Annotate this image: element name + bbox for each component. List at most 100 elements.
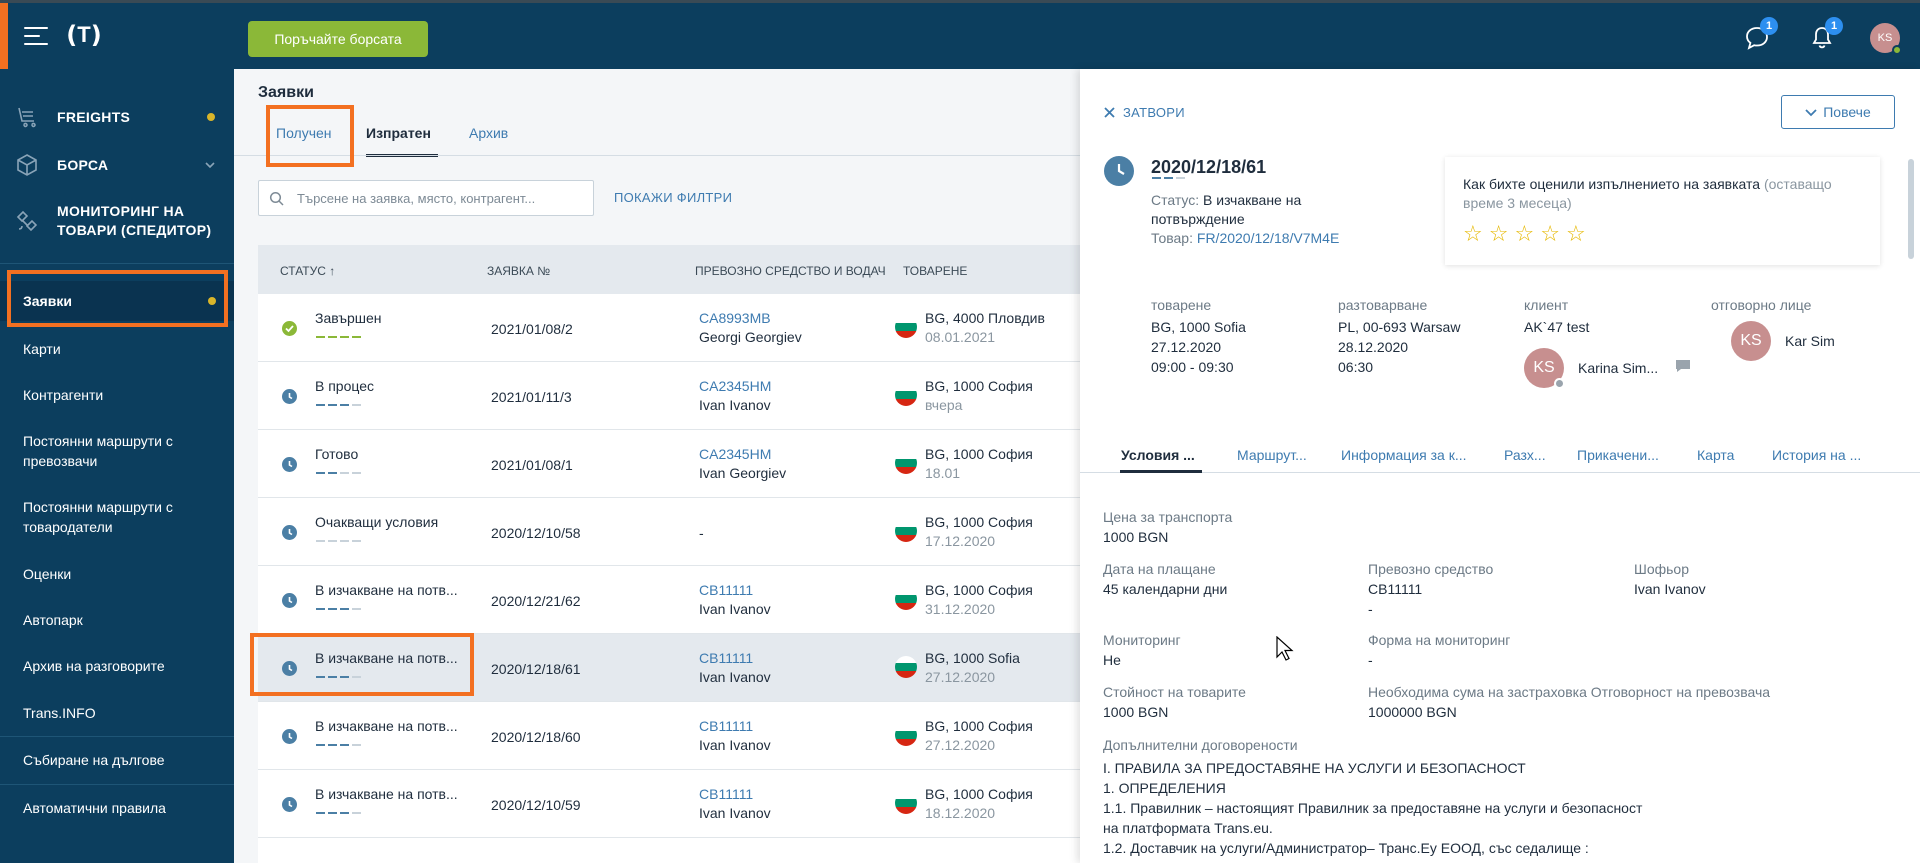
- close-label: ЗАТВОРИ: [1123, 105, 1185, 120]
- goods-link[interactable]: FR/2020/12/18/V7M4E: [1196, 230, 1340, 246]
- vehicle-plate[interactable]: CB11111: [699, 582, 754, 598]
- status-progress: [316, 676, 361, 678]
- insurance-field: Необходима сума на застраховка Отговорно…: [1368, 682, 1770, 722]
- loading-date: 18.01: [925, 465, 961, 481]
- status-progress: [316, 404, 361, 406]
- scrollbar[interactable]: [1908, 159, 1914, 259]
- sidebar-item-monitoring[interactable]: МОНИТОРИНГ НА ТОВАРИ (СПЕДИТОР): [0, 193, 234, 249]
- table-row[interactable]: В изчакване на потв... 2020/12/21/62 CB1…: [258, 566, 1080, 634]
- field-label: Форма на мониторинг: [1368, 632, 1511, 648]
- field-value: 45 календарни дни: [1103, 581, 1228, 597]
- client-contact[interactable]: KS Karina Sim...: [1524, 348, 1658, 389]
- loading-place: BG, 1000 София: [925, 718, 1033, 734]
- loading-date: вчера: [925, 397, 963, 413]
- sidebar-item-ratings[interactable]: Оценки: [0, 564, 234, 584]
- loading-place: BG, 1000 София: [925, 582, 1033, 598]
- table-row[interactable]: Очакващи условия 2020/12/10/58 - BG, 100…: [258, 498, 1080, 566]
- more-button[interactable]: Повече: [1781, 95, 1895, 129]
- order-exchange-button[interactable]: Поръчайте борсата: [248, 21, 428, 57]
- user-avatar[interactable]: KS: [1870, 23, 1902, 55]
- sidebar-item-exchange[interactable]: БОРСА: [0, 141, 234, 189]
- sidebar-item-automatic-rules[interactable]: Автоматични правила: [0, 798, 234, 818]
- sidebar-item-orders[interactable]: Заявки: [0, 281, 234, 321]
- notifications-badge: 1: [1825, 17, 1843, 35]
- table-row[interactable]: В изчакване на потв... 2020/12/18/61 CB1…: [258, 634, 1080, 702]
- order-number: 2020/12/21/62: [491, 593, 581, 609]
- offline-indicator: [1554, 378, 1565, 389]
- sidebar-item-contractors[interactable]: Контрагенти: [0, 385, 234, 405]
- vehicle-plate[interactable]: CB11111: [699, 718, 754, 734]
- table-row[interactable]: Готово 2021/01/08/1 CA2345HM Ivan Georgi…: [258, 430, 1080, 498]
- trans-logo[interactable]: (T): [66, 21, 102, 49]
- field-value: 1000 BGN: [1103, 529, 1169, 545]
- tab-history[interactable]: История на ...: [1772, 447, 1862, 463]
- vehicle-plate[interactable]: CA8993MB: [699, 310, 771, 326]
- tab-archive[interactable]: Архив: [469, 125, 509, 141]
- loading-date: 18.12.2020: [925, 805, 996, 821]
- sidebar-item-chat-archive[interactable]: Архив на разговорите: [0, 656, 234, 676]
- star-icon[interactable]: ☆: [1514, 221, 1535, 246]
- star-icon[interactable]: ☆: [1488, 221, 1509, 246]
- vehicle-plate[interactable]: CB11111: [699, 650, 754, 666]
- field-label: Дата на плащане: [1103, 561, 1216, 577]
- terms-line: на платформата Trans.eu.: [1103, 820, 1273, 836]
- vehicle-plate[interactable]: CB11111: [699, 786, 754, 802]
- tab-costs[interactable]: Разх...: [1504, 447, 1546, 463]
- table-row[interactable]: Завършен 2021/01/08/2 CA8993MB Georgi Ge…: [258, 294, 1080, 362]
- avatar: KS: [1731, 321, 1771, 361]
- star-icon[interactable]: ☆: [1540, 221, 1560, 246]
- table-row[interactable]: В процес 2021/01/11/3 CA2345HM Ivan Ivan…: [258, 362, 1080, 430]
- messages-button[interactable]: 1: [1742, 17, 1778, 53]
- star-icon[interactable]: ☆: [1463, 221, 1483, 246]
- sidebar-item-transinfo[interactable]: Trans.INFO: [0, 703, 234, 723]
- terms-line: 1.1. Правилник – настоящият Правилник за…: [1103, 800, 1643, 816]
- order-number: 2021/01/11/3: [491, 389, 572, 405]
- star-icon[interactable]: ☆: [1565, 221, 1586, 246]
- close-button[interactable]: ЗАТВОРИ: [1104, 105, 1185, 120]
- sidebar-item-label: Автоматични правила: [23, 800, 166, 816]
- tab-conditions[interactable]: Условия ...: [1121, 447, 1195, 463]
- driver-name: Ivan Ivanov: [699, 601, 771, 617]
- tab-map[interactable]: Карта: [1697, 447, 1735, 463]
- vehicle-plate[interactable]: CA2345HM: [699, 378, 772, 394]
- table-row[interactable]: В изчакване на потв... 2020/12/18/60 CB1…: [258, 702, 1080, 770]
- search-input[interactable]: [297, 187, 587, 209]
- search-box[interactable]: [258, 180, 594, 216]
- responsible-person[interactable]: KS Kar Sim: [1731, 321, 1835, 361]
- sidebar-item-shipper-routes[interactable]: Постоянни маршрути с товародатели: [0, 497, 200, 537]
- highlight-orders-item: [7, 270, 228, 327]
- table-row[interactable]: В изчакване на потв... 2020/12/10/59 CB1…: [258, 770, 1080, 838]
- tab-sent[interactable]: Изпратен: [366, 125, 431, 141]
- avatar: KS: [1524, 348, 1565, 389]
- field-value: 1000 BGN: [1103, 704, 1169, 720]
- vehicle-plate[interactable]: CA2345HM: [699, 446, 772, 462]
- show-filters-link[interactable]: ПОКАЖИ ФИЛТРИ: [614, 190, 733, 205]
- terms-text: I. ПРАВИЛА ЗА ПРЕДОСТАВЯНЕ НА УСЛУГИ И Б…: [1103, 758, 1803, 858]
- tab-cargo-info[interactable]: Информация за к...: [1341, 447, 1467, 463]
- notifications-button[interactable]: 1: [1807, 17, 1843, 53]
- column-status[interactable]: СТАТУС ↑: [280, 264, 336, 278]
- menu-icon[interactable]: [24, 27, 48, 45]
- order-status: Статус: В изчакване на потвърждение: [1151, 191, 1341, 229]
- tab-received[interactable]: Получен: [276, 125, 332, 141]
- sidebar-item-label: Архив на разговорите: [23, 658, 165, 674]
- page-title: Заявки: [258, 84, 314, 101]
- sidebar-item-debt-collection[interactable]: Събиране на дългове: [0, 750, 234, 770]
- sidebar-item-freights[interactable]: FREIGHTS: [0, 93, 234, 141]
- bg-flag-icon: [895, 792, 917, 814]
- column-loading: ТОВАРЕНЕ: [903, 264, 968, 278]
- chat-icon[interactable]: [1674, 358, 1692, 374]
- rating-stars[interactable]: ☆ ☆ ☆ ☆ ☆: [1463, 221, 1586, 247]
- sidebar: FREIGHTS БОРСА МОНИТОРИНГ НА ТОВАРИ (СПЕ…: [0, 69, 234, 863]
- field-label: Превозно средство: [1368, 561, 1494, 577]
- status-text: Очакващи условия: [315, 514, 439, 530]
- unloading-label: разтоварване: [1338, 297, 1428, 313]
- tab-attachments[interactable]: Прикачени...: [1577, 447, 1659, 463]
- sidebar-item-carrier-routes[interactable]: Постоянни маршрути с превозвачи: [0, 431, 200, 471]
- status-progress: [316, 608, 361, 610]
- sidebar-item-fleet[interactable]: Автопарк: [0, 610, 234, 630]
- chevron-down-icon: [205, 162, 215, 169]
- field-value: -: [1368, 652, 1373, 668]
- sidebar-item-maps[interactable]: Карти: [0, 339, 234, 359]
- tab-route[interactable]: Маршрут...: [1237, 447, 1307, 463]
